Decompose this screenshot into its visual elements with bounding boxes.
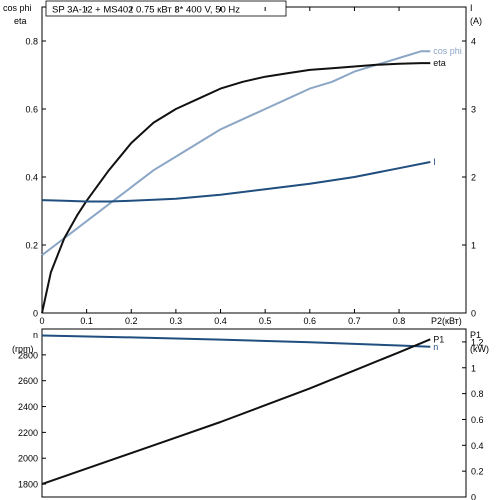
bottom-left-axis-label-2: (rpm) [12, 344, 34, 354]
series-label-i: I [433, 157, 436, 167]
series-label-eta: eta [433, 58, 446, 68]
y-right-tick-label: 2 [471, 173, 476, 183]
y-left-tick-label: 0.8 [25, 37, 38, 47]
y-right-tick-label: 0 [471, 493, 476, 500]
y-left-tick-label: 0.2 [25, 241, 38, 251]
x-axis-label: P2(кВт) [431, 316, 462, 326]
series-label-n: n [433, 342, 438, 352]
series-line-n [41, 334, 431, 348]
y-left-tick-label: 0.4 [25, 173, 38, 183]
y-left-tick-label: 1800 [18, 480, 38, 490]
series-label-cos-phi: cos phi [433, 46, 462, 56]
y-left-tick-label: 2200 [18, 428, 38, 438]
y-right-tick-label: 4 [471, 37, 476, 47]
series-line-i [41, 161, 431, 203]
y-right-tick-label: 0.2 [471, 467, 484, 477]
top-right-axis-label-1: I [470, 3, 473, 13]
top-left-axis-label-2: eta [14, 16, 27, 26]
y-left-tick-label: 0 [33, 309, 38, 319]
y-left-tick-label: 2000 [18, 454, 38, 464]
x-tick-label: 0.6 [304, 316, 317, 326]
top-left-axis-label-1: cos phi [3, 3, 32, 13]
y-right-tick-label: 0 [471, 309, 476, 319]
x-tick-label: 0 [39, 316, 44, 326]
x-tick-label: 0.2 [125, 316, 138, 326]
y-right-tick-label: 3 [471, 105, 476, 115]
y-left-tick-label: 0.6 [25, 105, 38, 115]
bottom-plot-frame [41, 328, 467, 498]
y-right-tick-label: 0.4 [471, 441, 484, 451]
x-tick-label: 0.7 [348, 316, 361, 326]
y-right-tick-label: 1.2 [471, 337, 484, 347]
bottom-right-axis-label-2: (kW) [470, 344, 489, 354]
chart-title: SP 3A-12 + MS402 0.75 кВт 3* 400 V, 50 H… [52, 5, 240, 16]
series-line-p1 [41, 338, 431, 486]
x-tick-label: 0.4 [214, 316, 227, 326]
x-tick-label: 0.3 [170, 316, 183, 326]
y-right-tick-label: 1 [471, 363, 476, 373]
bottom-panel-series: nP1 [41, 334, 444, 486]
bottom-left-axis-label-1: n [33, 330, 38, 340]
y-left-tick-label: 2400 [18, 402, 38, 412]
y-right-tick-label: 0.8 [471, 389, 484, 399]
title-box [45, 0, 287, 17]
x-tick-label: 0.5 [259, 316, 272, 326]
x-tick-label: 0.1 [80, 316, 93, 326]
top-panel-series: cos phi eta I [41, 46, 462, 314]
y-left-tick-label: 2800 [18, 350, 38, 360]
y-left-tick-label: 2600 [18, 376, 38, 386]
y-right-tick-label: 1 [471, 241, 476, 251]
series-label-p1: P1 [433, 334, 444, 344]
bottom-panel-ticks: 1800 2000 2200 2400 2600 2800 0 0.2 0.4 0.6 0.8 1 1.… [18, 337, 484, 500]
top-right-axis-label-2: (A) [470, 16, 482, 26]
x-tick-label: 0.8 [393, 316, 406, 326]
series-line-eta [41, 62, 431, 314]
top-panel-ticks: 0 0.1 0.2 0.3 0.4 0.5 0.6 0.7 0.8 0 0.2 0.4 0.6 0.8 0 1… [25, 7, 476, 326]
bottom-right-axis-label-1: P1 [470, 330, 481, 340]
y-right-tick-label: 0.6 [471, 415, 484, 425]
